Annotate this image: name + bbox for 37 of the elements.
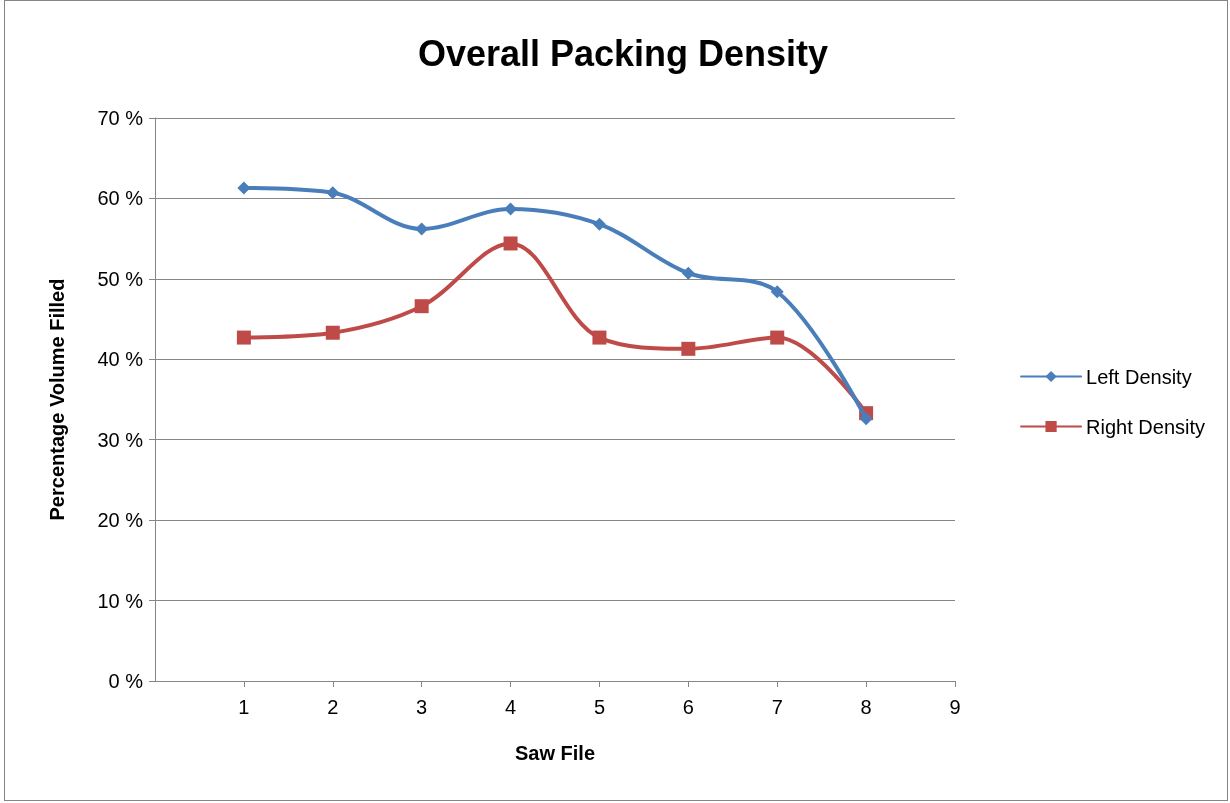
x-tick-label: 7 [771,696,783,718]
y-tick-label: 20 % [97,509,144,532]
point [504,202,518,216]
legend-label: Left Density [1086,365,1192,388]
point [503,236,518,251]
y-tick-label: 30 % [97,428,144,451]
point [414,299,429,314]
point [326,186,340,200]
point [236,330,251,345]
y-axis-title: Percentage Volume Filled [46,278,68,521]
x-tick-label: 4 [504,696,517,718]
point [859,412,873,426]
chart-title: Overall Packing Density [417,32,829,74]
x-tick-label: 3 [416,696,428,718]
x-tick-label: 8 [860,696,872,718]
x-tick-label: 1 [238,696,250,718]
y-tick-label: 70 % [97,107,144,129]
x-tick-label: 5 [593,696,606,718]
point [770,285,784,299]
point [770,330,785,345]
point [325,325,340,340]
point [681,341,696,356]
x-tick-label: 6 [682,696,694,718]
y-tick-label: 10 % [97,589,144,612]
point [415,222,429,236]
point [592,217,606,231]
point [681,266,695,280]
x-axis-title: Saw File [514,742,596,764]
x-tick-label: 2 [327,696,339,718]
point [592,330,607,345]
y-tick-label: 60 % [97,187,144,210]
x-tick-label: 9 [949,696,961,718]
legend-label: Right Density [1086,415,1205,438]
y-tick-label: 0 % [108,670,144,692]
y-tick-label: 40 % [97,348,144,371]
y-tick-label: 50 % [97,267,144,290]
point [237,181,251,195]
